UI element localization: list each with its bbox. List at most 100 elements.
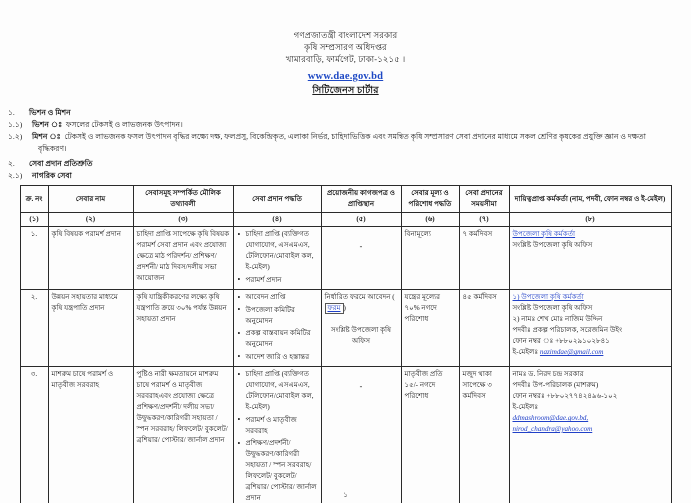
row-1-documents: - (320, 226, 402, 291)
list-item: প্রকল্প বাস্তবায়ন কমিটির অনুমোদন (238, 328, 318, 350)
row-3-basic-info: পুষ্টিও নারী ক্ষমতায়নে মাশরুম চাষে পরাম… (132, 366, 234, 503)
row-1-service-method: চাহিদা প্রাপ্তি (ব্যক্তিগত যোগাযোগ, এসএম… (232, 226, 322, 291)
row-2-officer-name: ২) নামঃ শেখ মোঃ নাজিম উদ্দিন (512, 315, 603, 324)
row-1-officer-title-link[interactable]: উপজেলা কৃষি কর্মকর্তা (512, 230, 576, 239)
row-3-service-method: চাহিদা প্রাপ্তি (ব্যক্তিগত যোগাযোগ, এসএম… (232, 366, 322, 503)
govt-name: গণপ্রজাতন্ত্রী বাংলাদেশ সরকার (293, 31, 398, 40)
col-header-serial: ক্র. নং (19, 185, 49, 214)
row-3-method-list: চাহিদা প্রাপ্তি (ব্যক্তিগত যোগাযোগ, এসএম… (237, 369, 318, 503)
row-1-serial: ১. (19, 226, 49, 291)
row-3-officer-email-label: ই-মেইলঃ (512, 403, 539, 412)
mission-text-continued: বৃদ্ধিকরণ। (38, 144, 67, 154)
document-header: গণপ্রজাতন্ত্রী বাংলাদেশ সরকার কৃষি সম্প্… (0, 0, 691, 99)
row-3-price: মাতৃবীজ প্রতি ১৫/- নগদে পরিশোধ (400, 366, 460, 503)
col-header-officer: দায়িত্বপ্রাপ্ত কর্মকর্তা (নাম, পদবী, ফো… (508, 185, 672, 214)
row-3-officer-designation: পদবীঃ উপ-পরিচালক (মাশরুম) (512, 381, 599, 390)
row-3-duration: মজুদ থাকা সাপেক্ষে ৩ কর্মদিবস (458, 366, 510, 503)
table-row: ২. উন্নয়ন সহায়তার মাধ্যমে কৃষি যন্ত্রপ… (19, 289, 672, 368)
row-1-documents-dash: - (359, 242, 363, 252)
col-number-8: (৮) (508, 212, 672, 228)
page-title: সিটিজেনস চার্টার (312, 85, 379, 96)
list-item: প্রশিক্ষণ/প্রদর্শনী/ উদ্বুদ্ধকরণ/কারিগরী… (238, 438, 318, 503)
row-3-documents: - (320, 366, 402, 503)
row-3-email-link-2[interactable]: nirod_chandra@yahoo.com (512, 425, 593, 434)
mission-label: মিশন ঃ (32, 132, 61, 142)
list-item: উপজেলা কমিটির অনুমোদন (238, 304, 318, 327)
row-3-officer: নামঃ ড. নিরদ চন্দ্র সরকার পদবীঃ উপ-পরিচা… (508, 366, 672, 503)
table-row: ৩. মাশরুম চাষে পরামর্শ ও মাতৃবীজ সরবরাহ … (19, 366, 672, 503)
row-2-officer-title-link[interactable]: ১) উপজেলা কৃষি কর্মকর্তা (512, 293, 584, 302)
row-1-duration: ৭ কর্মদিবস (458, 226, 510, 291)
section-21-title: নাগরিক সেবা (32, 171, 72, 181)
col-header-duration: সেবা প্রদানের সময়সীমা (458, 185, 510, 214)
list-item: আবেদন প্রাপ্তি (238, 292, 318, 304)
address-line: খামারবাড়ি, ফার্মগেট, ঢাকা-১২১৫ । (285, 55, 406, 65)
list-item: পরামর্শ ও মাতৃবীজ সরবরাহ (238, 414, 318, 437)
row-2-documents-text-close: ) (343, 304, 346, 313)
mission-text: টেকসই ও লাভজনক ফসল উৎপাদন বৃদ্ধির লক্ষ্য… (64, 132, 646, 142)
list-item: আদেশ জারি ও হস্তান্তর (238, 351, 318, 363)
section-1-number: ১. (8, 107, 15, 117)
row-1-method-list: চাহিদা প্রাপ্তি (ব্যক্তিগত যোগাযোগ, এসএম… (237, 229, 318, 287)
row-2-officer-office: সংশ্লিষ্ট উপজেলা কৃষি অফিস (512, 304, 593, 313)
row-2-email-link[interactable]: nazimdae@gmail.com (539, 348, 604, 357)
row-2-email-label: ই-মেইলঃ (512, 348, 539, 357)
row-1-price: বিনামূল্যে (400, 226, 460, 291)
row-2-documents-source: সংশ্লিষ্ট উপজেলা কৃষি অফিস (331, 326, 391, 346)
col-number-4: (৪) (232, 212, 322, 228)
col-number-1: (১) (19, 212, 49, 228)
section-2-heading: ২. সেবা প্রদান প্রতিশ্রুতি (8, 158, 683, 170)
citizens-charter-table: ক্র. নং সেবার নাম সেবাসমূহ সম্পর্কিত মৌল… (19, 185, 672, 503)
table-header-row: ক্র. নং সেবার নাম সেবাসমূহ সম্পর্কিত মৌল… (19, 185, 672, 214)
col-header-service-name: সেবার নাম (47, 185, 134, 214)
row-3-officer-name: নামঃ ড. নিরদ চন্দ্র সরকার (512, 370, 584, 379)
row-2-officer: ১) উপজেলা কৃষি কর্মকর্তা সংশ্লিষ্ট উপজেল… (508, 289, 672, 368)
row-3-service-name: মাশরুম চাষে পরামর্শ ও মাতৃবীজ সরবরাহ (47, 366, 134, 503)
row-2-duration: ৪৫ কর্মদিবস (458, 289, 510, 368)
row-2-price: যন্ত্রের মূল্যের ৭০% নগদে পরিশোধ (400, 289, 460, 368)
row-2-officer-designation: পদবীঃ প্রকল্প পরিচালক, সরেজমিন উইং (512, 326, 623, 335)
row-3-officer-phone: ফোন নম্বরঃ +৮৮০২৭৭৪২৪৯৬-১০২ (512, 392, 618, 401)
section-2-title: সেবা প্রদান প্রতিশ্রুতি (29, 158, 93, 168)
page-number: ১ (343, 491, 348, 499)
vision-line: ১.১) ভিশন ঃ ফসলের টেকসই ও লাভজনক উৎপাদন। (8, 119, 683, 131)
website-link[interactable]: www.dae.gov.bd (307, 70, 384, 82)
row-2-officer-phone: ফোন নম্বর ঃ +৮৮০২৯১০২৮৪১ (512, 337, 610, 346)
col-header-documents: প্রয়োজনীয় কাগজপত্র ও প্রাপ্তিস্থান (320, 185, 402, 214)
row-2-documents: নির্ধারিত ফরমে আবেদন (ফরম) সংশ্লিষ্ট উপজ… (320, 289, 402, 368)
row-3-serial: ৩. (19, 366, 49, 503)
col-number-5: (৫) (320, 212, 402, 228)
col-number-7: (৭) (458, 212, 510, 228)
list-item: চাহিদা প্রাপ্তি (ব্যক্তিগত যোগাযোগ, এসএম… (238, 229, 318, 273)
row-1-service-name: কৃষি বিষয়ক পরামর্শ প্রদান (47, 226, 134, 291)
department-name: কৃষি সম্প্রসারণ অধিদপ্তর (304, 43, 387, 53)
row-2-service-name: উন্নয়ন সহায়তার মাধ্যমে কৃষি যন্ত্রপাতি… (47, 289, 134, 368)
row-1-officer-office: সংশ্লিষ্ট উপজেলা কৃষি অফিস (512, 241, 593, 250)
vision-label: ভিশন ঃ (32, 119, 63, 129)
col-number-6: (৬) (400, 212, 460, 228)
mission-number: ১.২) (8, 132, 23, 142)
row-2-documents-text: নির্ধারিত ফরমে আবেদন ( (324, 293, 395, 302)
section-1-title: ভিশন ও মিশন (29, 107, 71, 117)
col-header-basic-info: সেবাসমূহ সম্পর্কিত মৌলিক তথ্যাবলী (132, 185, 234, 214)
list-item: পরামর্শ প্রদান (238, 274, 318, 286)
section-2-number: ২. (8, 158, 15, 168)
application-form-link[interactable]: ফরম (324, 303, 344, 315)
col-header-price: সেবার মূল্য ও পরিশোধ পদ্ধতি (400, 185, 460, 214)
row-2-basic-info: কৃষি যান্ত্রিকীকরণের লক্ষ্যে কৃষি যন্ত্র… (132, 289, 234, 368)
section-21-heading: ২.১) নাগরিক সেবা (8, 170, 683, 182)
col-number-3: (৩) (132, 212, 234, 228)
list-item: চাহিদা প্রাপ্তি (ব্যক্তিগত যোগাযোগ, এসএম… (238, 369, 318, 413)
col-number-2: (২) (47, 212, 134, 228)
section-1-heading: ১. ভিশন ও মিশন (8, 107, 683, 119)
row-2-officer-email-line: ই-মেইলঃ nazimdae@gmail.com (513, 347, 668, 358)
table-row: ১. কৃষি বিষয়ক পরামর্শ প্রদান চাহিদা প্র… (19, 226, 672, 291)
row-2-method-list: আবেদন প্রাপ্তি উপজেলা কমিটির অনুমোদন প্র… (237, 292, 318, 364)
row-3-email-link-1[interactable]: ddmashroom@dae.gov.bd, (512, 414, 589, 423)
intro-section: ১. ভিশন ও মিশন ১.১) ভিশন ঃ ফসলের টেকসই ও ল… (0, 107, 691, 183)
row-3-documents-dash: - (359, 382, 363, 392)
row-1-officer: উপজেলা কৃষি কর্মকর্তা সংশ্লিষ্ট উপজেলা ক… (508, 226, 672, 291)
row-2-service-method: আবেদন প্রাপ্তি উপজেলা কমিটির অনুমোদন প্র… (232, 289, 322, 368)
